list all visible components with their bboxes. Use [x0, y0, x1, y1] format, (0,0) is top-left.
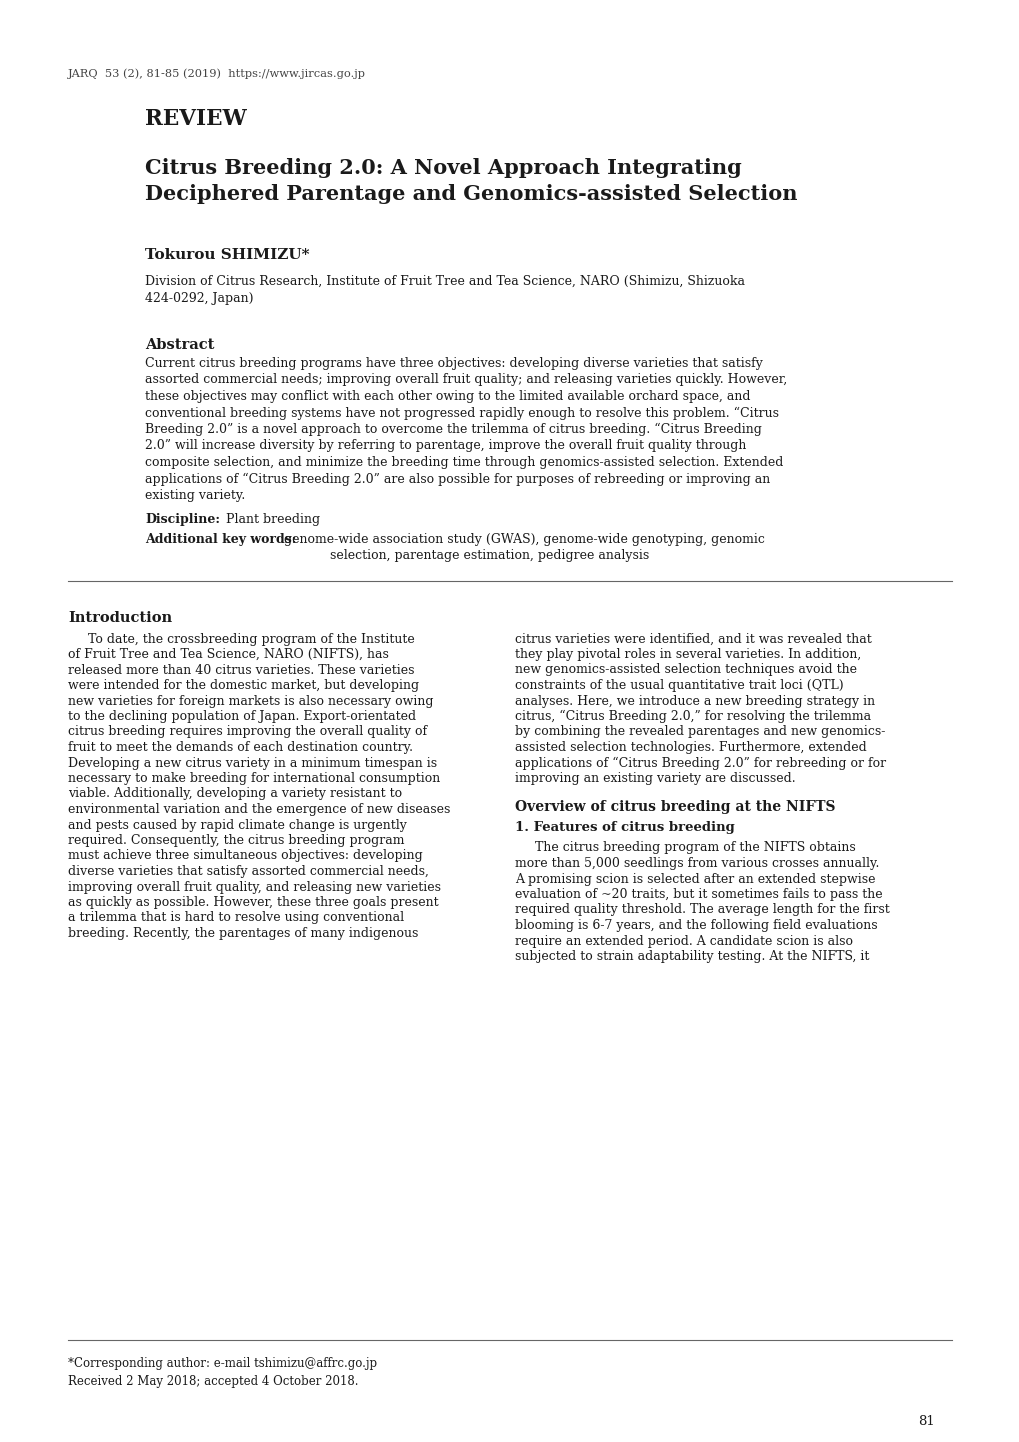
Text: Received 2 May 2018; accepted 4 October 2018.: Received 2 May 2018; accepted 4 October … — [68, 1376, 358, 1389]
Text: conventional breeding systems have not progressed rapidly enough to resolve this: conventional breeding systems have not p… — [145, 407, 779, 420]
Text: applications of “Citrus Breeding 2.0” are also possible for purposes of rebreedi: applications of “Citrus Breeding 2.0” ar… — [145, 473, 769, 486]
Text: assisted selection technologies. Furthermore, extended: assisted selection technologies. Further… — [515, 741, 866, 754]
Text: must achieve three simultaneous objectives: developing: must achieve three simultaneous objectiv… — [68, 849, 422, 862]
Text: required. Consequently, the citrus breeding program: required. Consequently, the citrus breed… — [68, 833, 405, 846]
Text: as quickly as possible. However, these three goals present: as quickly as possible. However, these t… — [68, 895, 438, 908]
Text: blooming is 6-7 years, and the following field evaluations: blooming is 6-7 years, and the following… — [515, 919, 876, 932]
Text: The citrus breeding program of the NIFTS obtains: The citrus breeding program of the NIFTS… — [515, 842, 855, 855]
Text: to the declining population of Japan. Export-orientated: to the declining population of Japan. Ex… — [68, 709, 416, 722]
Text: Additional key words:: Additional key words: — [145, 532, 297, 545]
Text: new varieties for foreign markets is also necessary owing: new varieties for foreign markets is als… — [68, 695, 433, 708]
Text: composite selection, and minimize the breeding time through genomics-assisted se: composite selection, and minimize the br… — [145, 456, 783, 469]
Text: citrus, “Citrus Breeding 2.0,” for resolving the trilemma: citrus, “Citrus Breeding 2.0,” for resol… — [515, 709, 870, 724]
Text: applications of “Citrus Breeding 2.0” for rebreeding or for: applications of “Citrus Breeding 2.0” fo… — [515, 757, 886, 770]
Text: environmental variation and the emergence of new diseases: environmental variation and the emergenc… — [68, 803, 450, 816]
Text: assorted commercial needs; improving overall fruit quality; and releasing variet: assorted commercial needs; improving ove… — [145, 373, 787, 386]
Text: Tokurou SHIMIZU*: Tokurou SHIMIZU* — [145, 248, 309, 262]
Text: constraints of the usual quantitative trait loci (QTL): constraints of the usual quantitative tr… — [515, 679, 843, 692]
Text: genome-wide association study (GWAS), genome-wide genotyping, genomic: genome-wide association study (GWAS), ge… — [280, 532, 764, 545]
Text: necessary to make breeding for international consumption: necessary to make breeding for internati… — [68, 771, 440, 784]
Text: Developing a new citrus variety in a minimum timespan is: Developing a new citrus variety in a min… — [68, 757, 437, 770]
Text: selection, parentage estimation, pedigree analysis: selection, parentage estimation, pedigre… — [330, 549, 649, 562]
Text: 1. Features of citrus breeding: 1. Features of citrus breeding — [515, 822, 734, 835]
Text: Deciphered Parentage and Genomics-assisted Selection: Deciphered Parentage and Genomics-assist… — [145, 185, 797, 203]
Text: To date, the crossbreeding program of the Institute: To date, the crossbreeding program of th… — [68, 633, 415, 646]
Text: A promising scion is selected after an extended stepwise: A promising scion is selected after an e… — [515, 872, 874, 885]
Text: required quality threshold. The average length for the first: required quality threshold. The average … — [515, 904, 889, 917]
Text: improving overall fruit quality, and releasing new varieties: improving overall fruit quality, and rel… — [68, 881, 440, 894]
Text: by combining the revealed parentages and new genomics-: by combining the revealed parentages and… — [515, 725, 884, 738]
Text: of Fruit Tree and Tea Science, NARO (NIFTS), has: of Fruit Tree and Tea Science, NARO (NIF… — [68, 647, 388, 660]
Text: Plant breeding: Plant breeding — [222, 513, 320, 526]
Text: 2.0” will increase diversity by referring to parentage, improve the overall frui: 2.0” will increase diversity by referrin… — [145, 440, 746, 453]
Text: diverse varieties that satisfy assorted commercial needs,: diverse varieties that satisfy assorted … — [68, 865, 428, 878]
Text: Breeding 2.0” is a novel approach to overcome the trilemma of citrus breeding. “: Breeding 2.0” is a novel approach to ove… — [145, 423, 761, 437]
Text: citrus varieties were identified, and it was revealed that: citrus varieties were identified, and it… — [515, 633, 871, 646]
Text: a trilemma that is hard to resolve using conventional: a trilemma that is hard to resolve using… — [68, 911, 404, 924]
Text: Introduction: Introduction — [68, 610, 172, 624]
Text: subjected to strain adaptability testing. At the NIFTS, it: subjected to strain adaptability testing… — [515, 950, 868, 963]
Text: and pests caused by rapid climate change is urgently: and pests caused by rapid climate change… — [68, 819, 407, 832]
Text: require an extended period. A candidate scion is also: require an extended period. A candidate … — [515, 934, 852, 947]
Text: 424-0292, Japan): 424-0292, Japan) — [145, 291, 254, 306]
Text: breeding. Recently, the parentages of many indigenous: breeding. Recently, the parentages of ma… — [68, 927, 418, 940]
Text: viable. Additionally, developing a variety resistant to: viable. Additionally, developing a varie… — [68, 787, 401, 800]
Text: these objectives may conflict with each other owing to the limited available orc: these objectives may conflict with each … — [145, 389, 750, 402]
Text: Division of Citrus Research, Institute of Fruit Tree and Tea Science, NARO (Shim: Division of Citrus Research, Institute o… — [145, 275, 744, 288]
Text: new genomics-assisted selection techniques avoid the: new genomics-assisted selection techniqu… — [515, 663, 856, 676]
Text: existing variety.: existing variety. — [145, 489, 245, 502]
Text: evaluation of ~20 traits, but it sometimes fails to pass the: evaluation of ~20 traits, but it sometim… — [515, 888, 881, 901]
Text: Citrus Breeding 2.0: A Novel Approach Integrating: Citrus Breeding 2.0: A Novel Approach In… — [145, 159, 741, 177]
Text: JARQ  53 (2), 81-85 (2019)  https://www.jircas.go.jp: JARQ 53 (2), 81-85 (2019) https://www.ji… — [68, 68, 366, 78]
Text: Current citrus breeding programs have three objectives: developing diverse varie: Current citrus breeding programs have th… — [145, 358, 762, 371]
Text: analyses. Here, we introduce a new breeding strategy in: analyses. Here, we introduce a new breed… — [515, 695, 874, 708]
Text: *Corresponding author: e-mail tshimizu@affrc.go.jp: *Corresponding author: e-mail tshimizu@a… — [68, 1357, 377, 1370]
Text: released more than 40 citrus varieties. These varieties: released more than 40 citrus varieties. … — [68, 663, 414, 676]
Text: were intended for the domestic market, but developing: were intended for the domestic market, b… — [68, 679, 419, 692]
Text: more than 5,000 seedlings from various crosses annually.: more than 5,000 seedlings from various c… — [515, 857, 878, 870]
Text: citrus breeding requires improving the overall quality of: citrus breeding requires improving the o… — [68, 725, 427, 738]
Text: fruit to meet the demands of each destination country.: fruit to meet the demands of each destin… — [68, 741, 413, 754]
Text: improving an existing variety are discussed.: improving an existing variety are discus… — [515, 771, 795, 784]
Text: Abstract: Abstract — [145, 337, 214, 352]
Text: 81: 81 — [917, 1415, 934, 1428]
Text: Overview of citrus breeding at the NIFTS: Overview of citrus breeding at the NIFTS — [515, 799, 835, 813]
Text: Discipline:: Discipline: — [145, 513, 220, 526]
Text: REVIEW: REVIEW — [145, 108, 247, 130]
Text: they play pivotal roles in several varieties. In addition,: they play pivotal roles in several varie… — [515, 647, 860, 660]
